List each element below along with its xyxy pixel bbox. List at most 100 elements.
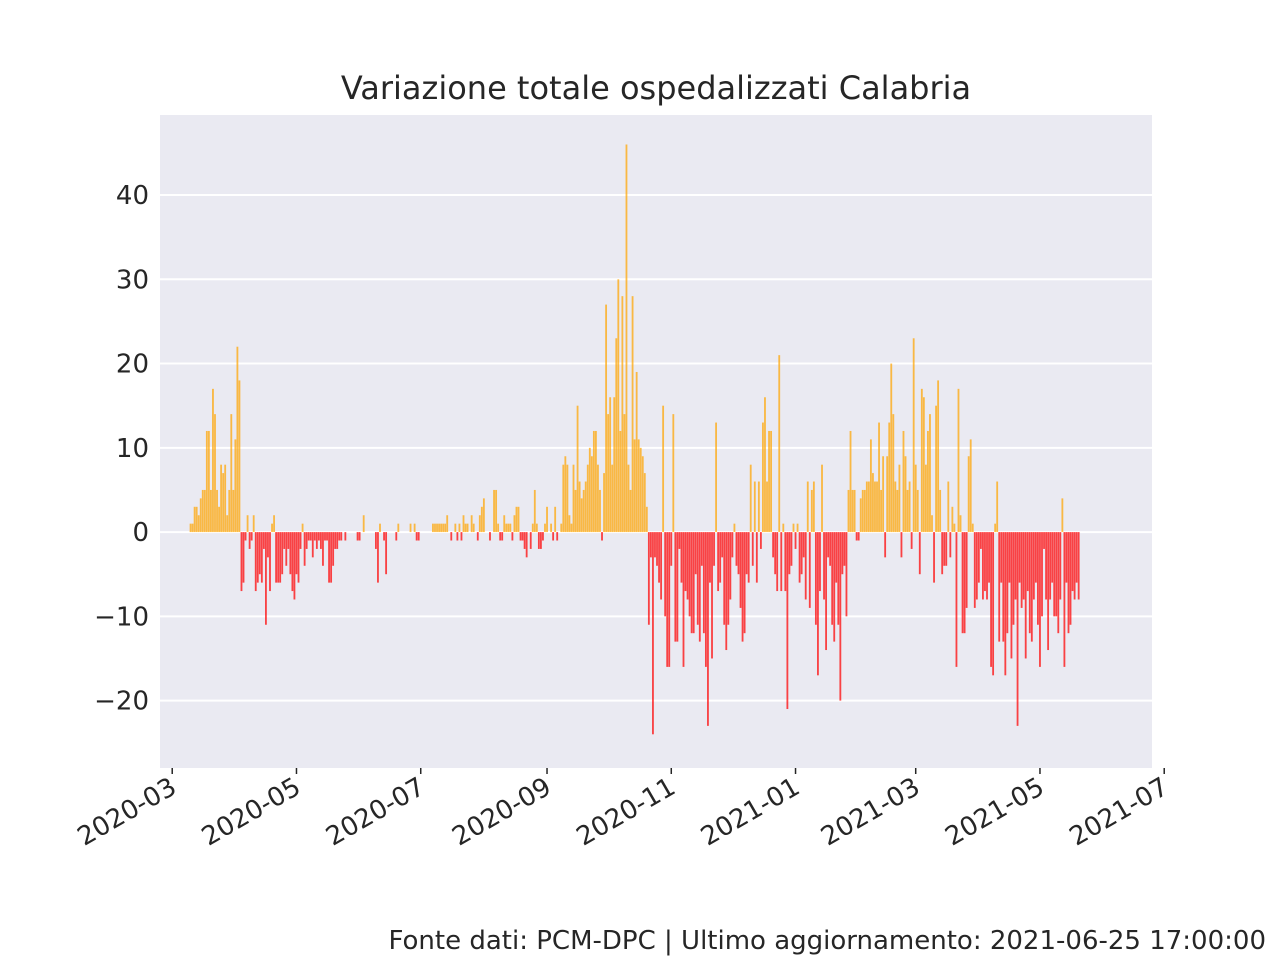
bar bbox=[841, 532, 844, 575]
bar bbox=[717, 532, 720, 592]
bar bbox=[1073, 532, 1076, 600]
bar bbox=[784, 532, 787, 592]
bar bbox=[711, 532, 713, 659]
bar bbox=[277, 532, 280, 583]
bar bbox=[755, 532, 758, 583]
bar bbox=[955, 532, 958, 667]
bar bbox=[796, 523, 799, 533]
bar bbox=[837, 532, 840, 625]
bar bbox=[627, 464, 630, 533]
bar bbox=[413, 523, 416, 533]
bar bbox=[725, 532, 728, 651]
bar bbox=[189, 523, 192, 533]
bar bbox=[933, 532, 935, 583]
x-tick-label: 2021-03 bbox=[816, 772, 925, 852]
bar bbox=[780, 532, 783, 592]
bar bbox=[623, 414, 626, 533]
bar bbox=[281, 532, 284, 575]
bar bbox=[635, 371, 638, 533]
bar bbox=[611, 464, 614, 533]
bar bbox=[918, 532, 921, 575]
bar bbox=[254, 532, 257, 592]
bar bbox=[519, 532, 522, 541]
x-tick-label: 2020-07 bbox=[321, 772, 430, 852]
bar bbox=[827, 532, 830, 558]
y-tick-label: −10 bbox=[94, 602, 149, 632]
bar bbox=[244, 532, 247, 541]
bar bbox=[470, 515, 473, 533]
bar bbox=[865, 481, 868, 533]
bar bbox=[751, 532, 754, 566]
bar bbox=[1067, 532, 1070, 634]
bar bbox=[458, 523, 461, 533]
bar bbox=[656, 532, 658, 566]
bar bbox=[332, 532, 335, 566]
bar bbox=[931, 515, 933, 533]
bar bbox=[869, 439, 872, 533]
bar bbox=[301, 523, 304, 533]
bar bbox=[814, 532, 817, 625]
bar bbox=[395, 532, 398, 541]
bar bbox=[242, 532, 245, 583]
bar bbox=[464, 523, 467, 533]
x-tick-label: 2020-03 bbox=[73, 772, 182, 852]
bar bbox=[525, 532, 528, 558]
bar bbox=[808, 532, 811, 608]
bar bbox=[240, 532, 243, 592]
bar bbox=[894, 481, 897, 533]
bar bbox=[273, 515, 275, 533]
bar bbox=[597, 464, 599, 533]
bar bbox=[212, 388, 214, 533]
bar bbox=[876, 481, 878, 533]
bar bbox=[1034, 532, 1037, 583]
bar bbox=[910, 532, 913, 549]
bar bbox=[234, 439, 237, 533]
bar bbox=[713, 532, 715, 566]
bar bbox=[776, 532, 779, 592]
bar bbox=[825, 532, 827, 651]
bar bbox=[804, 532, 807, 600]
bar bbox=[509, 523, 512, 533]
bar bbox=[715, 422, 717, 533]
bar bbox=[338, 532, 341, 541]
x-tick-label: 2021-05 bbox=[940, 772, 1049, 852]
bar bbox=[753, 481, 756, 533]
bar bbox=[283, 532, 286, 549]
bar bbox=[588, 447, 591, 533]
bar bbox=[383, 532, 385, 541]
bar bbox=[250, 532, 253, 541]
bar bbox=[482, 498, 485, 533]
bar bbox=[1061, 498, 1064, 533]
bar bbox=[586, 464, 589, 533]
data-source-footer: Fonte dati: PCM-DPC | Ultimo aggiornamen… bbox=[388, 926, 1267, 956]
bar bbox=[582, 489, 585, 533]
bar bbox=[778, 355, 781, 533]
bar bbox=[330, 532, 333, 583]
bar bbox=[397, 523, 400, 533]
y-tick-label: 20 bbox=[116, 350, 149, 380]
bar bbox=[768, 430, 770, 533]
bar bbox=[375, 532, 377, 549]
bar bbox=[774, 532, 777, 575]
bar bbox=[1012, 532, 1015, 625]
bar bbox=[617, 279, 620, 533]
bar bbox=[857, 532, 860, 541]
bar bbox=[961, 532, 964, 634]
bar bbox=[1030, 532, 1033, 642]
bar bbox=[674, 532, 677, 642]
bar bbox=[709, 532, 711, 583]
bar bbox=[362, 515, 365, 533]
bar bbox=[707, 532, 709, 726]
bar bbox=[951, 506, 954, 533]
bar bbox=[839, 532, 842, 701]
bar bbox=[998, 532, 1001, 642]
bar bbox=[855, 532, 858, 541]
bar bbox=[336, 532, 339, 549]
bar bbox=[269, 532, 271, 592]
bar bbox=[214, 414, 216, 533]
bar bbox=[258, 532, 261, 575]
bar bbox=[499, 532, 502, 541]
bar bbox=[552, 532, 555, 541]
bar bbox=[847, 489, 850, 533]
